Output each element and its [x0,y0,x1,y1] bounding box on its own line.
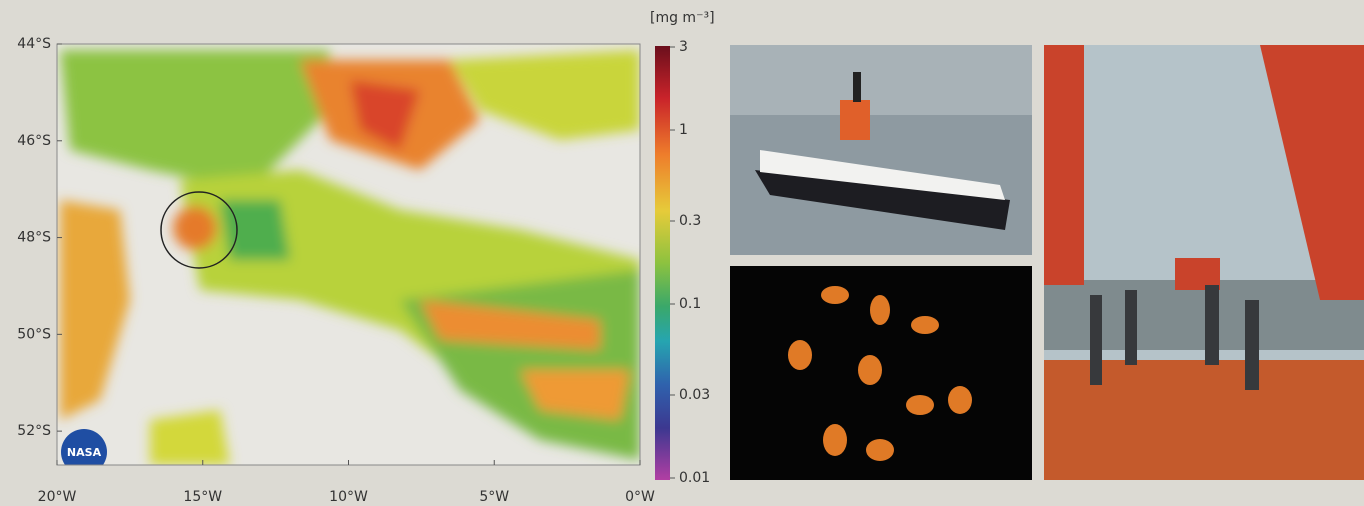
map-image: NASA [57,44,640,475]
y-tick-label: 48°S [17,230,51,246]
page: NASA [mg m⁻³] 20°W 15°W 10°W 5°W 0°W 44°S 46°S… [0,0,1364,506]
x-tick-label: 5°W [479,489,509,505]
colorbar-tick-label: 0.3 [679,213,701,229]
colorbar-tick-label: 0.03 [679,387,710,403]
photo-deck [1044,45,1364,480]
x-tick-label: 20°W [38,489,77,505]
y-tick-label: 50°S [17,326,51,342]
colorbar-tick-label: 1 [679,122,688,138]
logo-text: NASA [67,446,102,459]
colorbar-tick-label: 3 [679,39,688,55]
colorbar-tick-label: 0.1 [679,296,701,312]
figure: NASA [mg m⁻³] 20°W 15°W 10°W 5°W 0°W 44°S 46°S… [0,0,1364,506]
colorbar-unit: [mg m⁻³] [650,10,715,26]
colorbar-tick-label: 0.01 [679,470,710,486]
y-tick-label: 44°S [17,36,51,52]
y-tick-label: 46°S [17,133,51,149]
x-tick-label: 15°W [183,489,222,505]
colorbar [655,46,670,480]
x-tick-label: 0°W [625,489,655,505]
y-tick-label: 52°S [17,423,51,439]
photo-ship [730,45,1032,255]
x-tick-label: 10°W [329,489,368,505]
photo-zooplankton [730,266,1032,480]
